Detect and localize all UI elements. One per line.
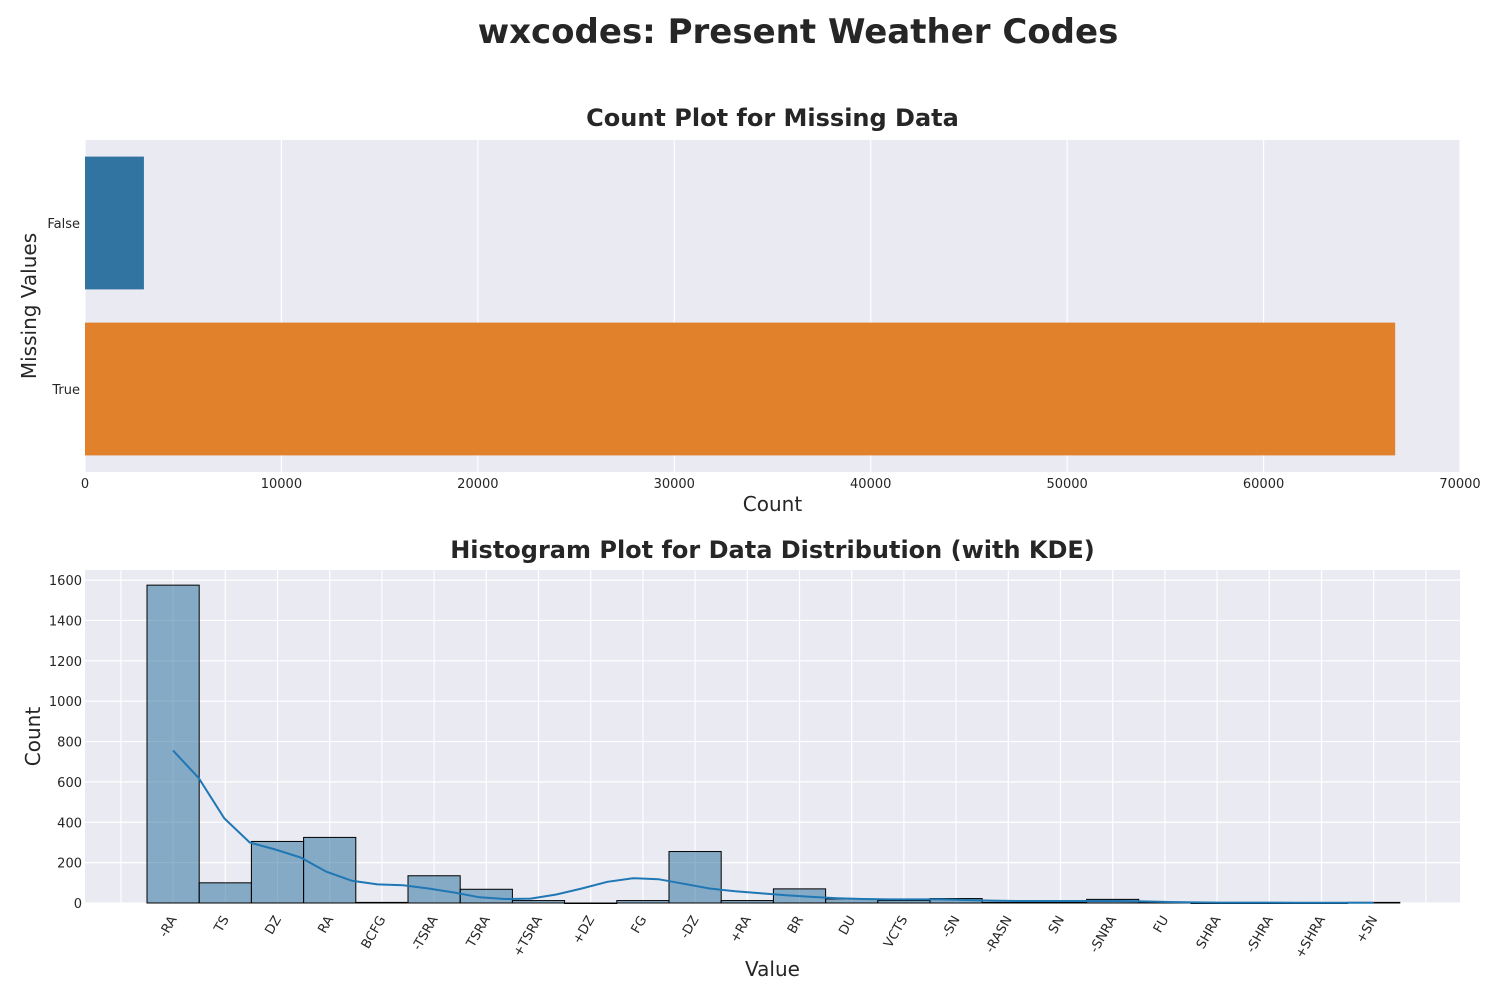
y-tick-label: 1200 [49, 655, 82, 670]
x-axis-label: Value [745, 957, 800, 981]
x-tick-label: +TSRA [511, 913, 546, 959]
histogram-bar [303, 836, 357, 904]
x-tick-label: BCFG [359, 914, 390, 952]
histogram-bar [250, 840, 305, 904]
histogram-bar [146, 584, 200, 904]
histogram-bar [981, 901, 1035, 904]
histogram-bar [1033, 901, 1088, 904]
x-tick-label: -SN [939, 914, 963, 941]
y-tick-label: 1000 [49, 695, 82, 710]
x-tick-label: 20000 [457, 477, 498, 492]
histogram-bar [616, 900, 670, 904]
bar-false [85, 156, 144, 290]
x-tick-label: +SHRA [1293, 913, 1329, 961]
y-tick-label: 400 [57, 816, 82, 831]
y-tick-label: 0 [74, 897, 82, 912]
x-tick-label: 70000 [1439, 477, 1480, 492]
y-tick-label: 1600 [49, 574, 82, 589]
histogram-bar [564, 902, 618, 904]
x-tick-label: -DZ [678, 913, 703, 941]
x-tick-label: TSRA [463, 913, 493, 951]
x-tick-label: VCTS [881, 914, 911, 951]
x-tick-label: TS [211, 914, 233, 936]
x-tick-label: RA [315, 913, 337, 936]
x-tick-label: DZ [263, 913, 285, 937]
histogram-bar [355, 901, 409, 904]
x-tick-label: 30000 [654, 477, 695, 492]
y-tick-label: False [47, 217, 80, 232]
x-tick-label: -SNRA [1087, 913, 1120, 955]
missing-data-count-chart: Count Plot for Missing Data 0 10000 20000 30… [17, 104, 1481, 516]
x-tick-label: 60000 [1243, 477, 1284, 492]
x-tick-label: -RASN [983, 914, 1016, 956]
x-tick-label: -TSRA [410, 913, 442, 953]
distribution-histogram-chart: Histogram Plot for Data Distribution (wi… [21, 536, 1460, 981]
y-tick-label: True [51, 383, 80, 398]
x-tick-label: FG [629, 914, 651, 937]
histogram-bar [198, 882, 252, 904]
x-tick-label: 50000 [1046, 477, 1087, 492]
x-tick-label: 0 [81, 477, 89, 492]
x-axis-label: Count [743, 492, 803, 516]
y-axis-label: Count [21, 707, 45, 767]
x-tick-label: +SN [1354, 914, 1381, 947]
chart-title: Histogram Plot for Data Distribution (wi… [450, 536, 1095, 564]
y-tick-label: 200 [57, 857, 82, 872]
chart-title: Count Plot for Missing Data [586, 104, 959, 132]
x-tick-label: +DZ [570, 913, 598, 946]
kde-line [172, 749, 1374, 904]
x-tick-label: -SHRA [1244, 913, 1277, 955]
histogram-bar [511, 900, 566, 904]
y-tick-label: 800 [57, 736, 82, 751]
y-axis-label: Missing Values [17, 233, 41, 379]
x-tick-label: SHRA [1194, 913, 1225, 951]
x-tick-label: +RA [728, 913, 755, 945]
bar-true [85, 322, 1396, 456]
x-tick-label: -RA [157, 913, 181, 940]
x-tick-label: DU [836, 914, 859, 938]
histogram-bar [668, 851, 722, 904]
x-tick-label: 10000 [261, 477, 302, 492]
x-tick-label: SN [1046, 914, 1068, 937]
y-tick-label: 600 [57, 776, 82, 791]
histogram-bar [720, 900, 774, 904]
y-tick-label: 1400 [49, 614, 82, 629]
histogram-bar [877, 900, 931, 904]
figure-title: wxcodes: Present Weather Codes [477, 12, 1119, 52]
x-tick-label: BR [785, 914, 807, 937]
x-tick-label: 40000 [850, 477, 891, 492]
x-tick-label: FU [1151, 914, 1172, 936]
